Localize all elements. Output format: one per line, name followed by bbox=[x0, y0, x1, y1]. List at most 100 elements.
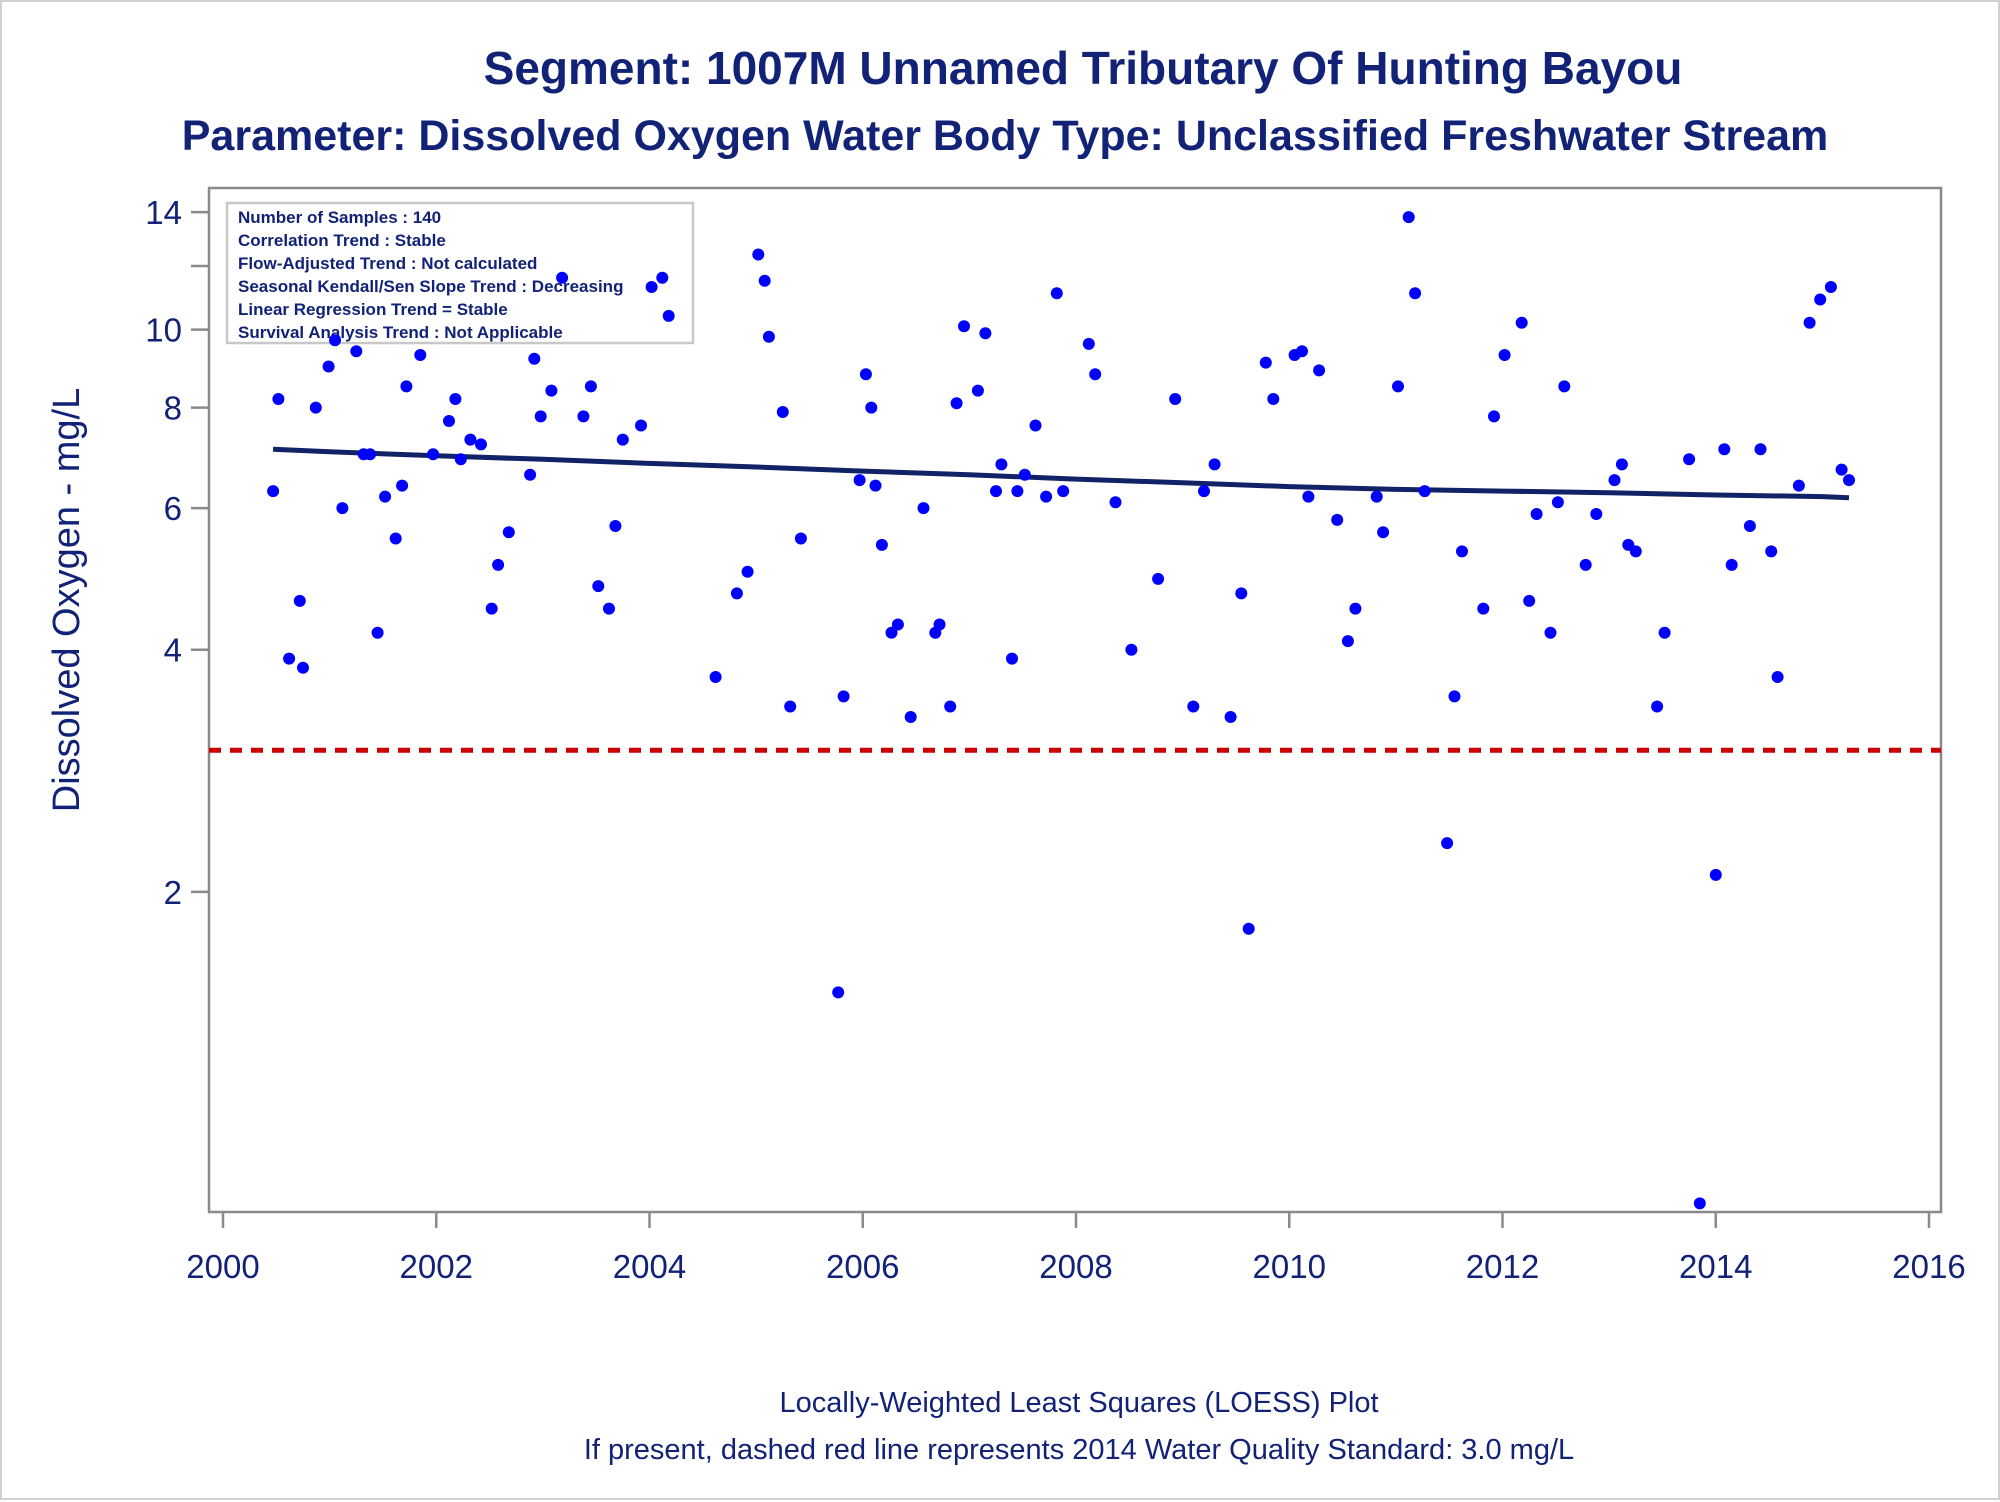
data-point-65 bbox=[944, 700, 957, 713]
data-point-123 bbox=[1629, 545, 1642, 558]
data-point-121 bbox=[1615, 458, 1628, 471]
footnote-standard: If present, dashed red line represents 2… bbox=[584, 1434, 1574, 1466]
data-point-57 bbox=[869, 479, 882, 492]
data-point-12 bbox=[364, 448, 377, 461]
data-point-74 bbox=[1018, 468, 1031, 481]
data-point-28 bbox=[524, 468, 537, 481]
data-point-29 bbox=[528, 352, 541, 365]
data-point-59 bbox=[885, 626, 898, 639]
data-point-38 bbox=[616, 433, 629, 446]
data-point-55 bbox=[859, 368, 872, 381]
chart-title: Segment: 1007M Unnamed Tributary Of Hunt… bbox=[484, 42, 1683, 94]
loess-trend-line bbox=[272, 446, 1850, 501]
data-point-124 bbox=[1651, 700, 1664, 713]
data-point-21 bbox=[449, 393, 462, 405]
data-point-139 bbox=[1835, 463, 1848, 476]
data-point-108 bbox=[1456, 545, 1468, 558]
data-point-18 bbox=[414, 349, 427, 361]
data-point-131 bbox=[1743, 520, 1756, 532]
data-point-44 bbox=[730, 587, 743, 600]
data-point-16 bbox=[396, 479, 409, 492]
data-point-33 bbox=[577, 410, 590, 423]
data-point-110 bbox=[1488, 410, 1500, 423]
data-point-71 bbox=[995, 458, 1008, 471]
data-point-107 bbox=[1448, 690, 1461, 703]
data-point-129 bbox=[1718, 443, 1731, 456]
data-point-133 bbox=[1765, 545, 1778, 558]
data-point-112 bbox=[1515, 316, 1528, 329]
data-point-95 bbox=[1302, 490, 1315, 503]
data-point-76 bbox=[1040, 490, 1053, 503]
data-point-78 bbox=[1057, 485, 1070, 498]
data-point-70 bbox=[990, 485, 1002, 498]
data-point-116 bbox=[1551, 496, 1564, 509]
data-point-115 bbox=[1544, 626, 1557, 639]
data-point-83 bbox=[1152, 572, 1165, 585]
data-point-20 bbox=[443, 415, 455, 427]
data-point-43 bbox=[709, 671, 722, 683]
data-point-14 bbox=[379, 490, 392, 503]
trend-info-line-6: Survival Analysis Trend : Not Applicable bbox=[238, 323, 563, 342]
data-point-114 bbox=[1530, 508, 1543, 520]
x-tick-label-2000: 2000 bbox=[186, 1248, 259, 1285]
y-tick-label-4: 4 bbox=[164, 632, 182, 669]
data-point-50 bbox=[784, 700, 797, 713]
data-point-60 bbox=[891, 618, 904, 631]
data-point-118 bbox=[1579, 558, 1592, 571]
data-point-52 bbox=[832, 986, 845, 999]
data-point-73 bbox=[1011, 485, 1024, 498]
data-point-72 bbox=[1006, 652, 1018, 665]
y-tick-label-14: 14 bbox=[145, 194, 182, 231]
data-point-36 bbox=[603, 602, 615, 615]
data-point-64 bbox=[933, 618, 946, 631]
y-axis-label: Dissolved Oxygen - mg/L bbox=[46, 388, 88, 813]
data-point-49 bbox=[776, 406, 789, 418]
data-point-9 bbox=[336, 502, 349, 515]
y-tick-label-8: 8 bbox=[164, 390, 182, 427]
x-tick-label-2012: 2012 bbox=[1466, 1248, 1539, 1285]
data-point-84 bbox=[1169, 393, 1182, 405]
data-point-47 bbox=[758, 274, 771, 287]
data-point-37 bbox=[609, 520, 622, 532]
trend-info-line-2: Correlation Trend : Stable bbox=[238, 231, 446, 250]
data-point-81 bbox=[1109, 496, 1122, 509]
data-point-77 bbox=[1050, 287, 1063, 300]
data-point-51 bbox=[794, 532, 807, 545]
x-tick-label-2008: 2008 bbox=[1039, 1248, 1112, 1285]
data-point-35 bbox=[592, 580, 605, 593]
data-point-103 bbox=[1402, 211, 1415, 224]
trend-line-layer bbox=[272, 446, 1850, 501]
data-point-140 bbox=[1843, 474, 1855, 487]
data-point-1 bbox=[267, 485, 280, 498]
data-point-91 bbox=[1259, 356, 1272, 369]
data-point-8 bbox=[329, 334, 341, 347]
data-points-layer bbox=[267, 211, 1855, 1210]
data-point-119 bbox=[1590, 508, 1603, 520]
data-point-24 bbox=[475, 438, 487, 451]
data-point-87 bbox=[1208, 458, 1221, 471]
data-point-54 bbox=[853, 474, 866, 487]
data-point-58 bbox=[875, 538, 888, 551]
data-point-104 bbox=[1409, 287, 1422, 300]
trend-info-line-1: Number of Samples : 140 bbox=[238, 208, 441, 227]
x-tick-label-2006: 2006 bbox=[826, 1248, 899, 1285]
data-point-66 bbox=[950, 397, 963, 410]
y-tick-label-2: 2 bbox=[164, 874, 182, 911]
data-point-79 bbox=[1082, 337, 1095, 350]
data-point-101 bbox=[1377, 526, 1390, 539]
x-tick-label-2004: 2004 bbox=[613, 1248, 686, 1285]
data-point-94 bbox=[1296, 345, 1308, 358]
data-point-135 bbox=[1792, 479, 1805, 492]
data-point-53 bbox=[837, 690, 850, 703]
data-point-26 bbox=[492, 558, 505, 571]
data-point-4 bbox=[293, 594, 306, 607]
data-point-134 bbox=[1771, 671, 1784, 683]
data-point-127 bbox=[1693, 1197, 1706, 1210]
x-tick-label-2014: 2014 bbox=[1679, 1248, 1752, 1285]
x-tick-label-2010: 2010 bbox=[1253, 1248, 1326, 1285]
data-point-56 bbox=[865, 401, 878, 414]
data-point-6 bbox=[309, 401, 322, 414]
data-point-97 bbox=[1331, 513, 1344, 526]
data-point-5 bbox=[297, 661, 309, 674]
